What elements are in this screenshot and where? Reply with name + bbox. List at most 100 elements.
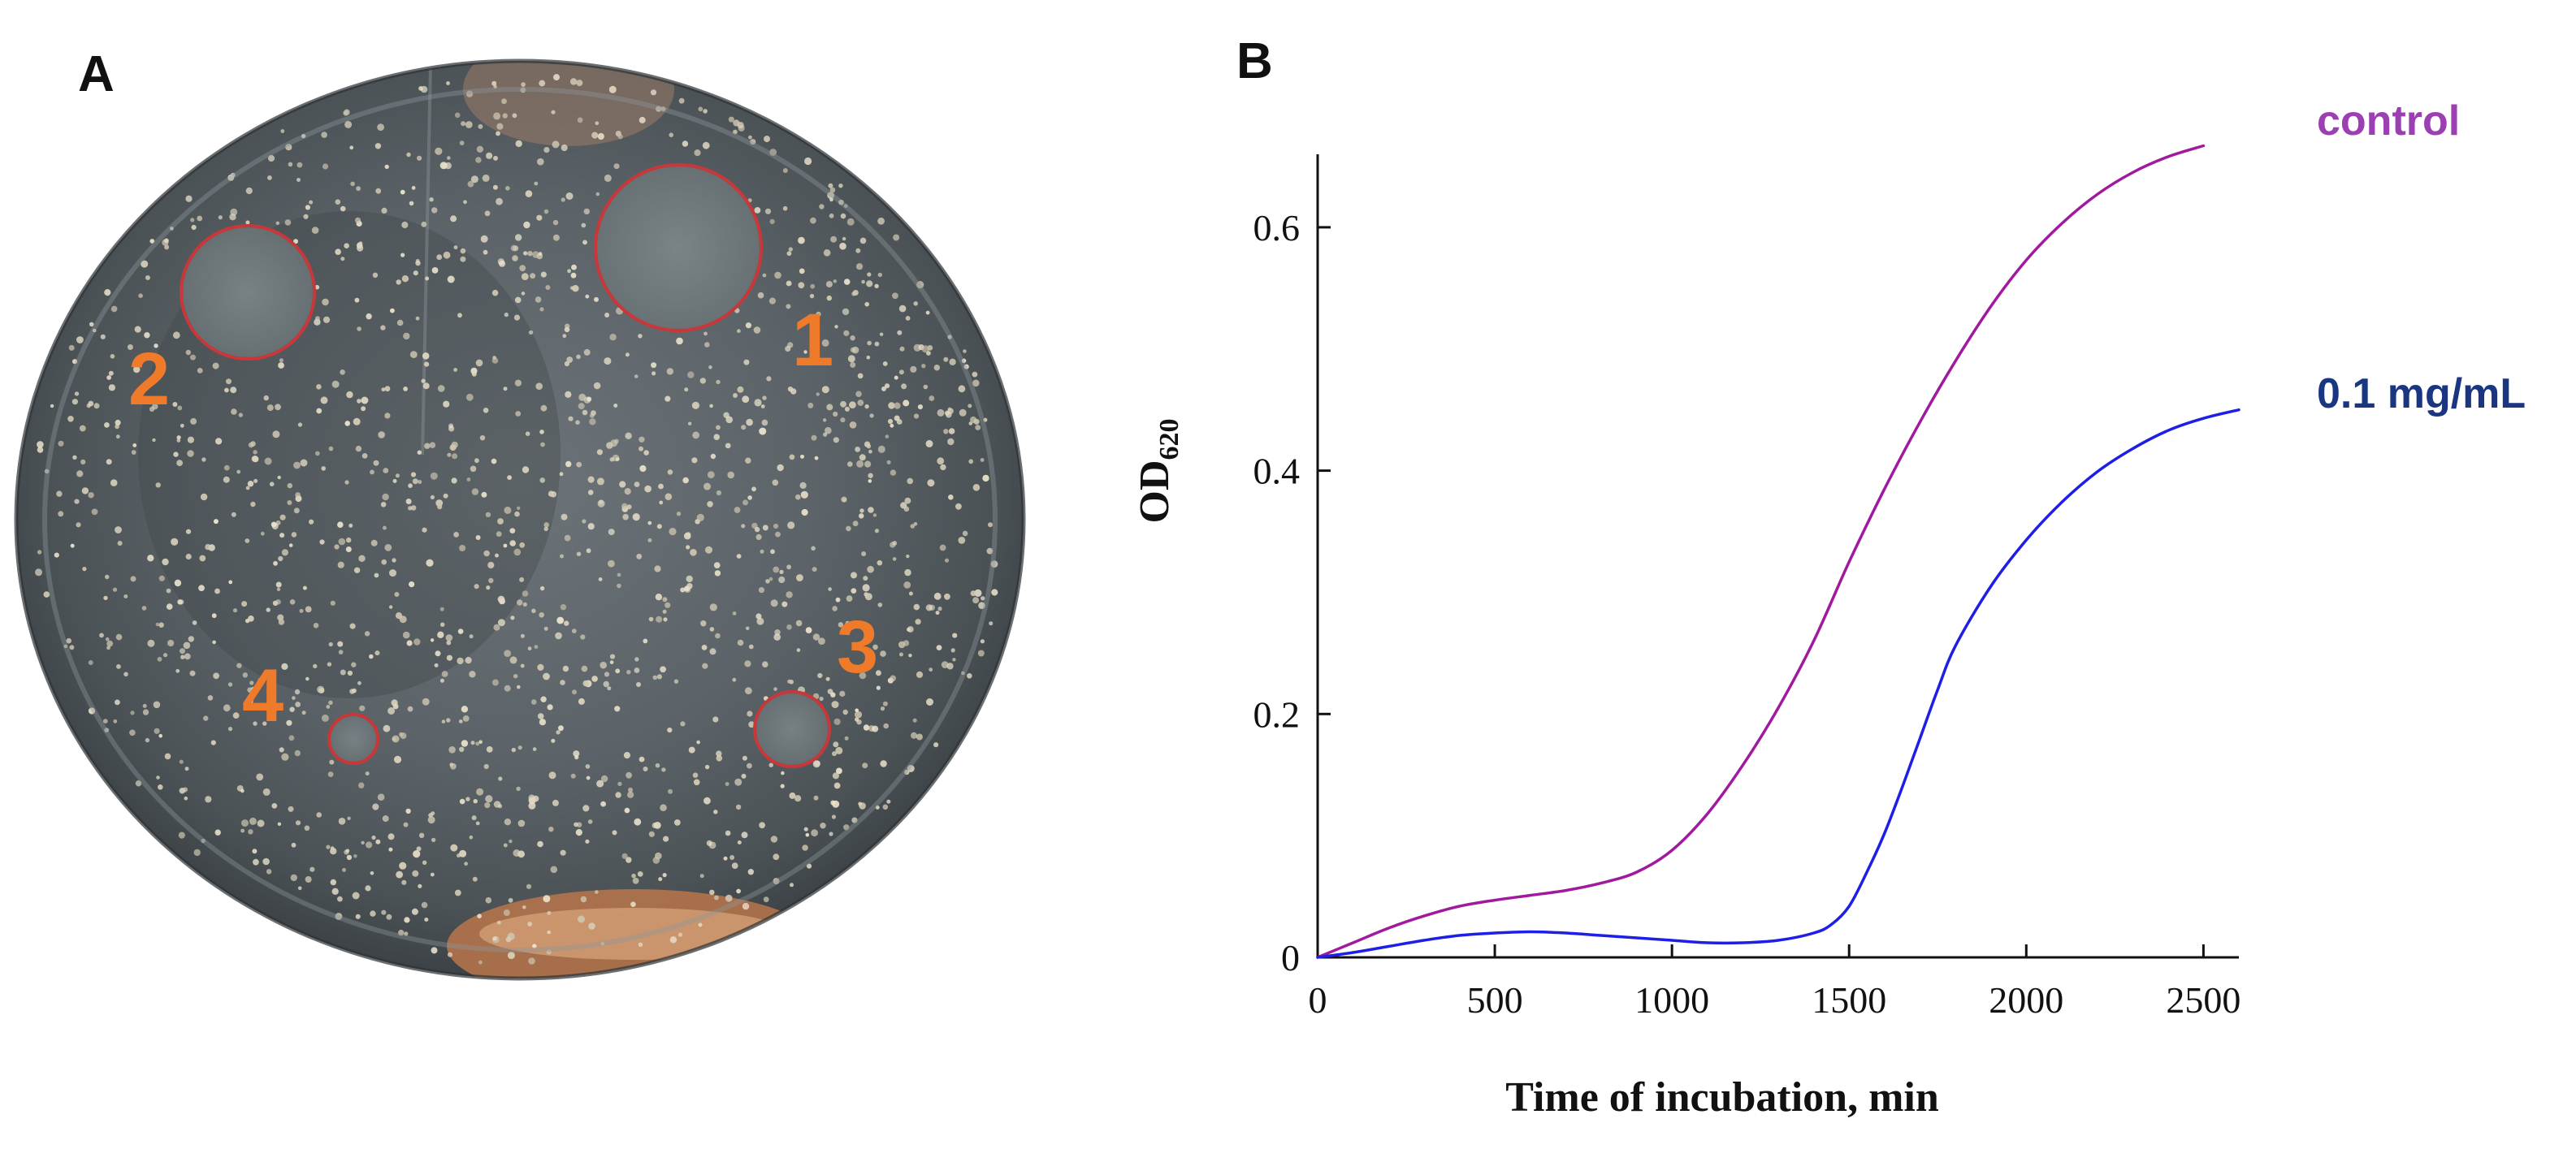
colony-dot [496, 531, 502, 537]
colony-dot [540, 404, 548, 412]
colony-dot [459, 849, 467, 857]
colony-dot [386, 914, 392, 920]
colony-dot [893, 234, 900, 241]
colony-dot [756, 617, 764, 625]
colony-dot [823, 249, 831, 257]
colony-dot [262, 788, 271, 796]
colony-dot [660, 666, 666, 673]
colony-dot [358, 555, 366, 562]
colony-dot [609, 660, 614, 664]
y-tick-label: 0.2 [1253, 693, 1301, 735]
y-ticks: 0 0.2 0.4 0.6 [1253, 207, 1331, 978]
colony-dot [588, 922, 595, 930]
colony-dot [773, 633, 781, 641]
colony-dot [334, 544, 340, 550]
colony-dot [543, 895, 551, 903]
colony-dot [326, 844, 331, 849]
colony-dot [586, 775, 591, 780]
colony-dot [795, 620, 803, 627]
colony-dot [167, 639, 175, 647]
colony-dot [972, 484, 981, 491]
colony-dot [317, 685, 325, 693]
colony-dot [596, 449, 604, 456]
colony-dot [413, 270, 418, 276]
colony-dot [263, 395, 269, 401]
colony-dot [809, 293, 815, 299]
colony-dot [437, 504, 443, 510]
y-tick-label: 0 [1281, 937, 1300, 978]
colony-dot [617, 134, 623, 140]
colony-dot [753, 326, 761, 334]
colony-dot [608, 559, 615, 568]
inhibition-zone-4: 4 [242, 654, 379, 765]
colony-dot [410, 472, 417, 477]
colony-dot [567, 269, 571, 274]
colony-dot [358, 241, 363, 245]
colony-dot [415, 316, 420, 321]
colony-dot [576, 551, 582, 556]
colony-dot [716, 425, 721, 430]
colony-dot [402, 631, 410, 639]
colony-dot [898, 641, 906, 649]
colony-dot [890, 469, 897, 476]
colony-dot [882, 701, 888, 706]
colony-dot [326, 705, 331, 709]
colony-dot [597, 132, 604, 140]
colony-dot [277, 475, 281, 480]
colony-dot [445, 634, 453, 641]
y-tick-label: 0.6 [1253, 207, 1301, 248]
panel-a: A 1 2 [14, 46, 1026, 981]
colony-dot [201, 457, 206, 462]
colony-dot [215, 438, 223, 445]
colony-dot [662, 609, 667, 614]
colony-dot [37, 550, 42, 555]
colony-dot [227, 682, 233, 687]
colony-dot [667, 728, 673, 733]
colony-dot [329, 759, 335, 765]
colony-dot [484, 802, 491, 809]
colony-dot [497, 595, 505, 603]
colony-dot [513, 314, 521, 321]
colony-dot [211, 613, 217, 619]
colony-dot [267, 175, 272, 180]
colony-dot [781, 601, 788, 607]
colony-dot [547, 910, 552, 915]
colony-dot [198, 585, 205, 592]
colony-dot [412, 870, 419, 877]
colony-dot [943, 356, 949, 362]
colony-dot [190, 354, 196, 361]
colony-dot [515, 411, 522, 417]
colony-dot [313, 623, 319, 628]
colony-dot [868, 473, 873, 478]
colony-dot [551, 110, 556, 114]
colony-dot [704, 764, 710, 770]
colony-dot [614, 706, 621, 712]
colony-dot [869, 413, 874, 418]
colony-dot [582, 240, 587, 245]
petri-dish [14, 58, 1026, 981]
colony-dot [279, 358, 284, 363]
colony-dot [383, 468, 389, 473]
colony-dot [746, 418, 753, 426]
colony-dot [613, 163, 620, 170]
colony-dot [747, 495, 752, 500]
colony-dot [284, 219, 292, 226]
colony-dot [859, 508, 864, 513]
colony-dot [595, 890, 599, 894]
colony-dot [426, 559, 434, 567]
colony-dot [787, 679, 792, 684]
colony-dot [535, 382, 543, 391]
colony-dot [344, 421, 351, 426]
colony-dot [241, 601, 248, 607]
colony-dot [58, 511, 64, 517]
colony-dot [614, 438, 619, 444]
colony-dot [279, 533, 285, 538]
colony-dot [596, 780, 604, 788]
colony-dot [778, 576, 786, 584]
colony-dot [894, 375, 898, 380]
colony-dot [564, 361, 570, 367]
colony-dot [666, 368, 673, 375]
colony-dot [289, 706, 295, 712]
colony-dot [313, 663, 318, 669]
